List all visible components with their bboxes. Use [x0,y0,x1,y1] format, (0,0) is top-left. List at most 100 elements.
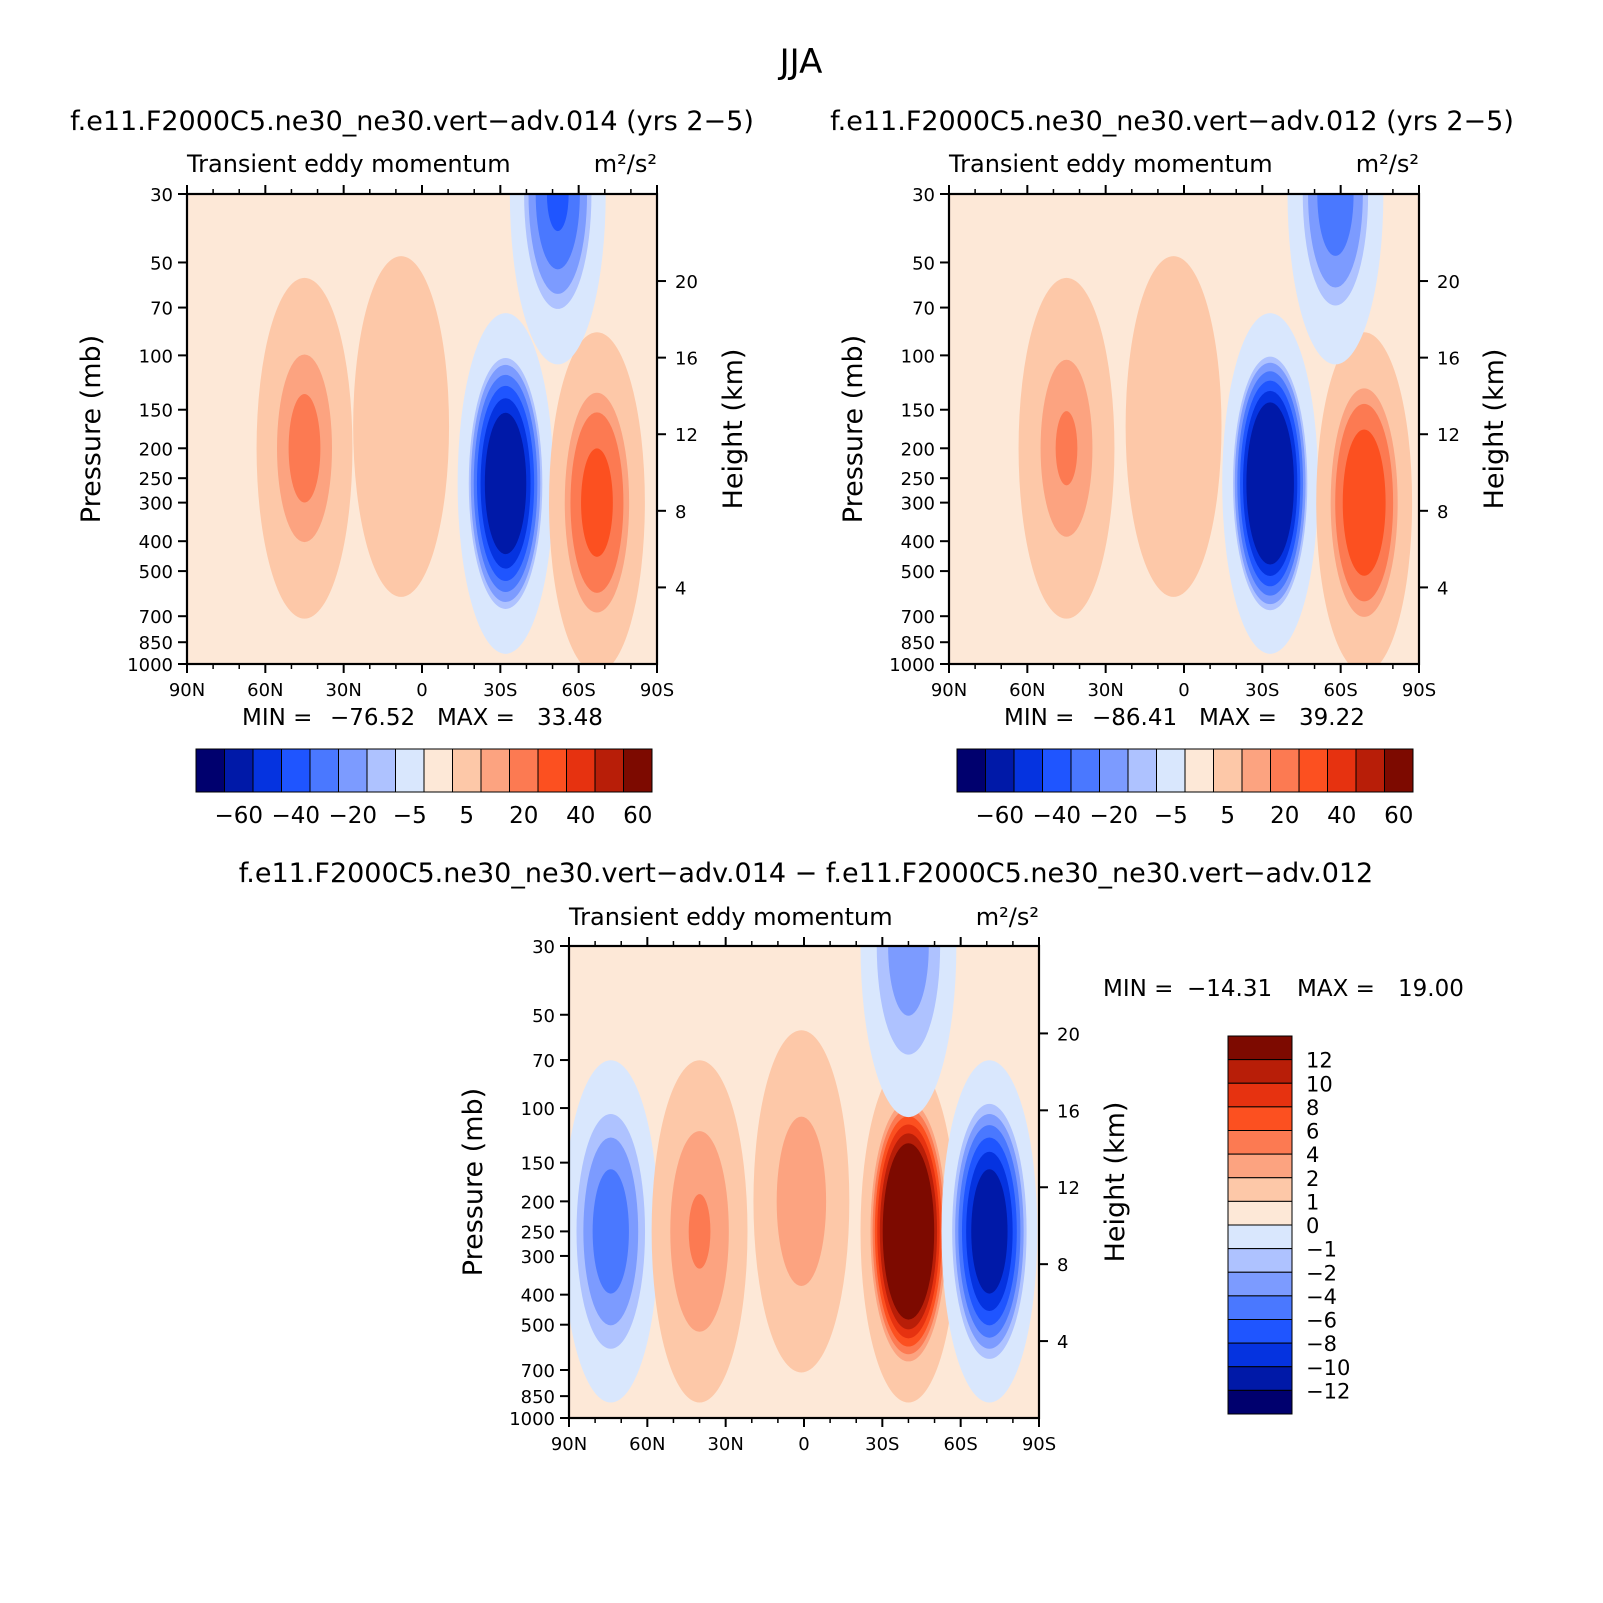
positive-cell [353,256,450,597]
colorbar-box [1227,1153,1293,1179]
x-tick-label: 90S [1022,1434,1056,1455]
contour-level [484,412,527,555]
height-tick-label: 4 [1057,1332,1068,1353]
x-tick-label: 0 [798,1434,809,1455]
colorbar-label: −40 [1032,803,1081,829]
contour-level [1342,429,1386,576]
min-value: −14.31 [1187,976,1272,1002]
y-tick-label: 850 [901,633,935,654]
y-tick-label: 300 [139,494,173,515]
contour-field [949,194,1419,664]
height-tick-label: 16 [1437,349,1460,370]
y-tick-label: 500 [901,562,935,583]
colorbar-box [1184,748,1214,793]
colorbar-case-014: −60 −40 −20 −5 5 20 40 60 [195,748,653,829]
y-tick-label: 200 [139,439,173,460]
colorbar-box [1355,748,1385,793]
max-value: 19.00 [1398,976,1464,1002]
height-tick-label: 20 [675,272,698,293]
contour-level [1246,402,1294,565]
colorbar-box [1227,1035,1293,1061]
positive-cell [860,1060,957,1403]
max-value: 39.22 [1299,705,1365,731]
x-tick-label: 0 [1178,680,1189,701]
panel-units: m²/s² [976,903,1039,931]
colorbar-box [566,748,596,793]
y-tick-label: 500 [139,562,173,583]
y-tick-label: 700 [139,607,173,628]
x-tick-label: 0 [416,680,427,701]
colorbar-box [395,748,425,793]
x-tick-label: 30N [1087,680,1123,701]
x-tick-label: 60S [1323,680,1357,701]
panel-title: f.e11.F2000C5.ne30_ne30.vert−adv.014 (yr… [70,106,754,137]
x-tick-label: 90N [551,1434,587,1455]
colorbar-label: −4 [1306,1285,1337,1309]
y-tick-label: 200 [901,439,935,460]
positive-cell [1316,332,1413,664]
y-tick-label: 850 [139,633,173,654]
colorbar-box [281,748,311,793]
negative-cell [941,1060,1038,1403]
y-tick-label: 150 [139,401,173,422]
y-tick-label: 70 [912,299,935,320]
colorbar-label: 4 [1306,1143,1319,1167]
negative-cell [860,946,957,1118]
colorbar-label: −8 [1306,1332,1337,1356]
positive-cell [1125,256,1222,597]
colorbar-box [1127,748,1157,793]
colorbar-label: −60 [975,803,1024,829]
contour-level [1144,326,1203,527]
colorbar-box [366,748,396,793]
y-axis-label: Pressure (mb) [838,335,869,523]
height-tick-label: 8 [675,502,686,523]
height-tick-label: 12 [1057,1178,1080,1199]
colorbar-box [537,748,567,793]
panel-units: m²/s² [1356,150,1419,178]
x-tick-label: 90S [640,680,674,701]
y-tick-label: 1000 [889,655,935,676]
x-tick-label: 90S [1402,680,1436,701]
panel-case-014: Transient eddy momentum m²/s² Pressure (… [76,150,749,731]
negative-cell [457,313,554,654]
height-tick-label: 16 [675,349,698,370]
y-axis-right-label: Height (km) [718,349,749,510]
positive-cell [549,332,645,664]
y-tick-label: 400 [521,1286,555,1307]
contour-level [546,194,569,232]
y-tick-label: 200 [521,1192,555,1213]
max-label: MAX = [1199,705,1277,731]
contour-level [1055,411,1078,486]
panel-subtitle: Transient eddy momentum [186,150,511,178]
colorbar-box [1384,748,1414,793]
colorbar-box [1227,1177,1293,1202]
x-tick-label: 60S [561,680,595,701]
colorbar-box [309,748,339,793]
colorbar-box [1227,1295,1293,1320]
colorbar-box [195,748,225,793]
colorbar-box [1227,1106,1293,1131]
positive-cell [651,1060,748,1403]
colorbar-box [1227,1271,1293,1297]
colorbar-box [1227,1342,1293,1368]
positive-cell [256,277,353,619]
figure-title: JJA [778,42,823,82]
y-tick-label: 700 [521,1361,555,1382]
y-tick-label: 250 [139,469,173,490]
colorbar-label: −12 [1306,1379,1350,1403]
contour-level [971,1169,1008,1294]
colorbar-label: 2 [1306,1167,1319,1191]
height-tick-label: 20 [1057,1024,1080,1045]
panel-units: m²/s² [594,150,657,178]
colorbar-box [1241,748,1271,793]
y-tick-label: 100 [139,346,173,367]
colorbar-label: 6 [1306,1120,1319,1144]
negative-cell [509,194,606,365]
max-value: 33.48 [537,705,603,731]
x-tick-label: 60N [247,680,283,701]
colorbar-box [480,748,510,793]
colorbar-label: −20 [1089,803,1138,829]
colorbar-box [1213,748,1243,793]
x-tick-label: 60S [943,1434,977,1455]
colorbar-box [1042,748,1072,793]
